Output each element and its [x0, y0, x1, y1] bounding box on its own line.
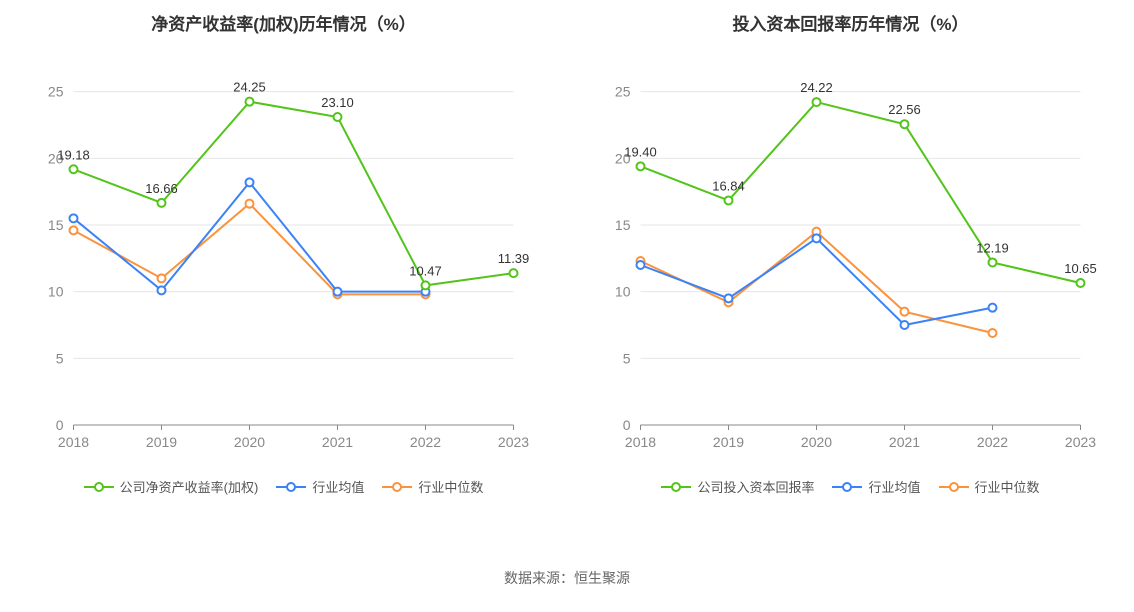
svg-text:25: 25: [615, 84, 631, 100]
legend-item[interactable]: 公司净资产收益率(加权): [84, 477, 259, 496]
chart-left-legend: 公司净资产收益率(加权) 行业均值 行业中位数: [20, 477, 547, 496]
legend-swatch: [661, 480, 691, 494]
chart-left-title: 净资产收益率(加权)历年情况（%）: [20, 10, 547, 35]
svg-text:24.25: 24.25: [233, 80, 266, 95]
svg-text:11.39: 11.39: [498, 251, 530, 266]
legend-swatch: [276, 480, 306, 494]
legend-item[interactable]: 行业中位数: [382, 477, 483, 496]
svg-text:2020: 2020: [234, 434, 265, 450]
svg-text:25: 25: [48, 84, 64, 100]
svg-text:2023: 2023: [498, 434, 529, 450]
svg-text:2019: 2019: [146, 434, 177, 450]
legend-item[interactable]: 公司投入资本回报率: [661, 477, 814, 496]
svg-text:2023: 2023: [1065, 434, 1096, 450]
legend-item[interactable]: 行业均值: [276, 477, 364, 496]
legend-swatch: [939, 480, 969, 494]
chart-left-plot: 051015202520182019202020212022202319.181…: [20, 45, 547, 465]
svg-text:2021: 2021: [322, 434, 353, 450]
svg-text:24.22: 24.22: [800, 80, 833, 95]
legend-item[interactable]: 行业中位数: [939, 477, 1040, 496]
svg-text:10: 10: [48, 284, 64, 300]
svg-text:22.56: 22.56: [888, 102, 921, 117]
legend-label: 行业均值: [868, 477, 920, 496]
svg-text:16.66: 16.66: [145, 181, 178, 196]
legend-swatch: [84, 480, 114, 494]
svg-text:15: 15: [48, 217, 64, 233]
svg-text:2019: 2019: [713, 434, 744, 450]
svg-text:19.18: 19.18: [57, 147, 90, 162]
legend-swatch: [382, 480, 412, 494]
legend-label: 行业中位数: [975, 477, 1040, 496]
chart-right-legend: 公司投入资本回报率 行业均值 行业中位数: [587, 477, 1114, 496]
svg-text:2022: 2022: [410, 434, 441, 450]
svg-text:5: 5: [56, 350, 64, 366]
chart-left-panel: 净资产收益率(加权)历年情况（%） 0510152025201820192020…: [0, 0, 567, 560]
svg-text:12.19: 12.19: [976, 240, 1009, 255]
svg-text:2022: 2022: [977, 434, 1008, 450]
svg-text:10.65: 10.65: [1064, 261, 1097, 276]
chart-right-plot: 051015202520182019202020212022202319.401…: [587, 45, 1114, 465]
svg-text:0: 0: [56, 417, 64, 433]
svg-text:2020: 2020: [801, 434, 832, 450]
svg-text:2018: 2018: [58, 434, 89, 450]
svg-text:2021: 2021: [889, 434, 920, 450]
legend-label: 公司净资产收益率(加权): [120, 477, 259, 496]
data-source-label: 数据来源：恒生聚源: [0, 568, 1134, 588]
chart-right-panel: 投入资本回报率历年情况（%） 0510152025201820192020202…: [567, 0, 1134, 560]
legend-label: 公司投入资本回报率: [697, 477, 814, 496]
legend-label: 行业中位数: [418, 477, 483, 496]
svg-text:16.84: 16.84: [712, 178, 745, 193]
chart-right-title: 投入资本回报率历年情况（%）: [587, 10, 1114, 35]
legend-swatch: [832, 480, 862, 494]
svg-text:23.10: 23.10: [321, 95, 354, 110]
legend-label: 行业均值: [312, 477, 364, 496]
svg-text:10.47: 10.47: [409, 263, 442, 278]
svg-text:19.40: 19.40: [624, 144, 657, 159]
svg-text:10: 10: [615, 284, 631, 300]
svg-text:0: 0: [623, 417, 631, 433]
svg-text:5: 5: [623, 350, 631, 366]
svg-text:15: 15: [615, 217, 631, 233]
charts-container: 净资产收益率(加权)历年情况（%） 0510152025201820192020…: [0, 0, 1134, 560]
legend-item[interactable]: 行业均值: [832, 477, 920, 496]
svg-text:2018: 2018: [625, 434, 656, 450]
